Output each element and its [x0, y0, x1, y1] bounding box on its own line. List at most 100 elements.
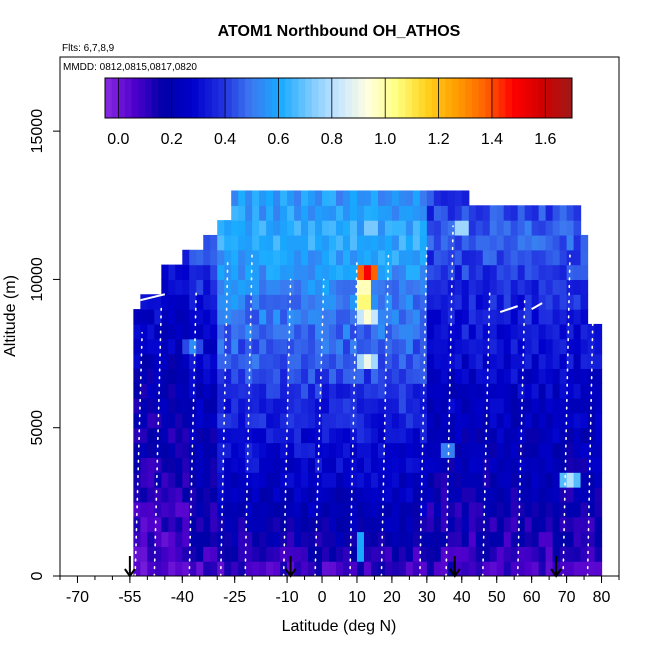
heatmap-cell — [433, 190, 442, 206]
heatmap-cell — [238, 249, 246, 266]
heatmap-cell — [405, 353, 414, 369]
heatmap-cell — [566, 516, 575, 533]
colorbar-cell — [498, 78, 506, 118]
heatmap-cell — [573, 338, 582, 355]
heatmap-cell — [336, 205, 344, 221]
heatmap-cell — [398, 368, 407, 384]
heatmap-cell — [147, 383, 155, 399]
heatmap-cell — [405, 427, 414, 444]
heatmap-cell — [252, 516, 260, 533]
heatmap-cell — [454, 383, 463, 399]
heatmap-cell — [454, 323, 463, 340]
heatmap-cell — [426, 368, 435, 384]
heatmap-cell — [461, 294, 470, 310]
heatmap-cell — [336, 546, 344, 562]
heatmap-cell — [503, 220, 512, 236]
heatmap-cell — [175, 368, 183, 384]
heatmap-cell — [370, 249, 379, 266]
heatmap-cell — [161, 561, 169, 576]
heatmap-cell — [203, 501, 211, 518]
heatmap-cell — [336, 427, 344, 444]
heatmap-cell — [224, 294, 232, 310]
heatmap-cell — [203, 442, 211, 458]
heatmap-cell — [496, 368, 505, 384]
heatmap-cell — [552, 220, 561, 236]
colorbar-cell — [211, 78, 219, 118]
heatmap-cell — [566, 412, 575, 429]
heatmap-cell — [252, 561, 260, 576]
heatmap-cell — [370, 279, 379, 295]
heatmap-cell — [517, 234, 526, 251]
heatmap-cell — [503, 442, 512, 458]
colorbar-cell — [258, 78, 266, 118]
heatmap-cell — [189, 383, 197, 399]
heatmap-cell — [308, 205, 316, 221]
heatmap-cell — [580, 412, 589, 429]
heatmap-cell — [440, 205, 449, 221]
heatmap-cell — [154, 546, 162, 562]
heatmap-cell — [461, 264, 470, 281]
heatmap-cell — [147, 531, 155, 547]
heatmap-cell — [322, 501, 330, 518]
heatmap-cell — [245, 279, 253, 295]
heatmap-cell — [196, 294, 204, 310]
heatmap-cell — [336, 383, 344, 399]
heatmap-cell — [147, 338, 155, 355]
heatmap-cell — [259, 442, 267, 458]
heatmap-cell — [168, 294, 176, 310]
heatmap-cell — [154, 338, 162, 355]
heatmap-cell — [440, 531, 449, 547]
heatmap-cell — [398, 338, 407, 355]
heatmap-cell — [559, 472, 568, 488]
heatmap-cell — [147, 561, 155, 576]
heatmap-cell — [259, 457, 267, 473]
colorbar-cell — [138, 78, 146, 118]
heatmap-cell — [503, 279, 512, 295]
heatmap-cell — [377, 383, 386, 399]
heatmap-cell — [468, 309, 477, 325]
heatmap-cell — [454, 309, 463, 325]
heatmap-cell — [140, 412, 148, 429]
heatmap-cell — [531, 516, 540, 533]
heatmap-cell — [594, 323, 603, 340]
heatmap-cell — [280, 249, 288, 266]
heatmap-cell — [517, 309, 526, 325]
heatmap-cell — [252, 472, 260, 488]
heatmap-cell — [203, 561, 211, 576]
heatmap-cell — [196, 546, 204, 562]
x-tick-label: 60 — [523, 589, 541, 606]
heatmap-cell — [461, 368, 470, 384]
heatmap-cell — [329, 264, 337, 281]
heatmap-cell — [531, 279, 540, 295]
heatmap-cell — [238, 190, 246, 206]
colorbar-tick-label: 1.4 — [481, 131, 503, 148]
heatmap-cell — [412, 264, 421, 281]
heatmap-cell — [266, 412, 274, 429]
heatmap-cell — [461, 516, 470, 533]
heatmap-cell — [482, 472, 491, 488]
heatmap-cell — [349, 501, 358, 518]
heatmap-cell — [322, 561, 330, 576]
heatmap-cell — [217, 487, 225, 503]
heatmap-cell — [238, 279, 246, 295]
heatmap-cell — [363, 294, 372, 310]
heatmap-cell — [266, 501, 274, 518]
heatmap-cell — [559, 220, 568, 236]
heatmap-cell — [259, 516, 267, 533]
heatmap-cell — [454, 398, 463, 414]
heatmap-cell — [440, 487, 449, 503]
colorbar-cell — [425, 78, 433, 118]
heatmap-cell — [405, 264, 414, 281]
heatmap-cell — [503, 338, 512, 355]
heatmap-cell — [454, 205, 463, 221]
heatmap-cell — [342, 427, 351, 444]
heatmap-cell — [315, 264, 323, 281]
heatmap-cell — [259, 249, 267, 266]
heatmap-cell — [377, 338, 386, 355]
heatmap-cell — [322, 353, 330, 369]
heatmap-cell — [231, 264, 239, 281]
heatmap-cell — [210, 323, 218, 340]
heatmap-cell — [573, 398, 582, 414]
heatmap-cell — [182, 353, 190, 369]
heatmap-cell — [224, 561, 232, 576]
